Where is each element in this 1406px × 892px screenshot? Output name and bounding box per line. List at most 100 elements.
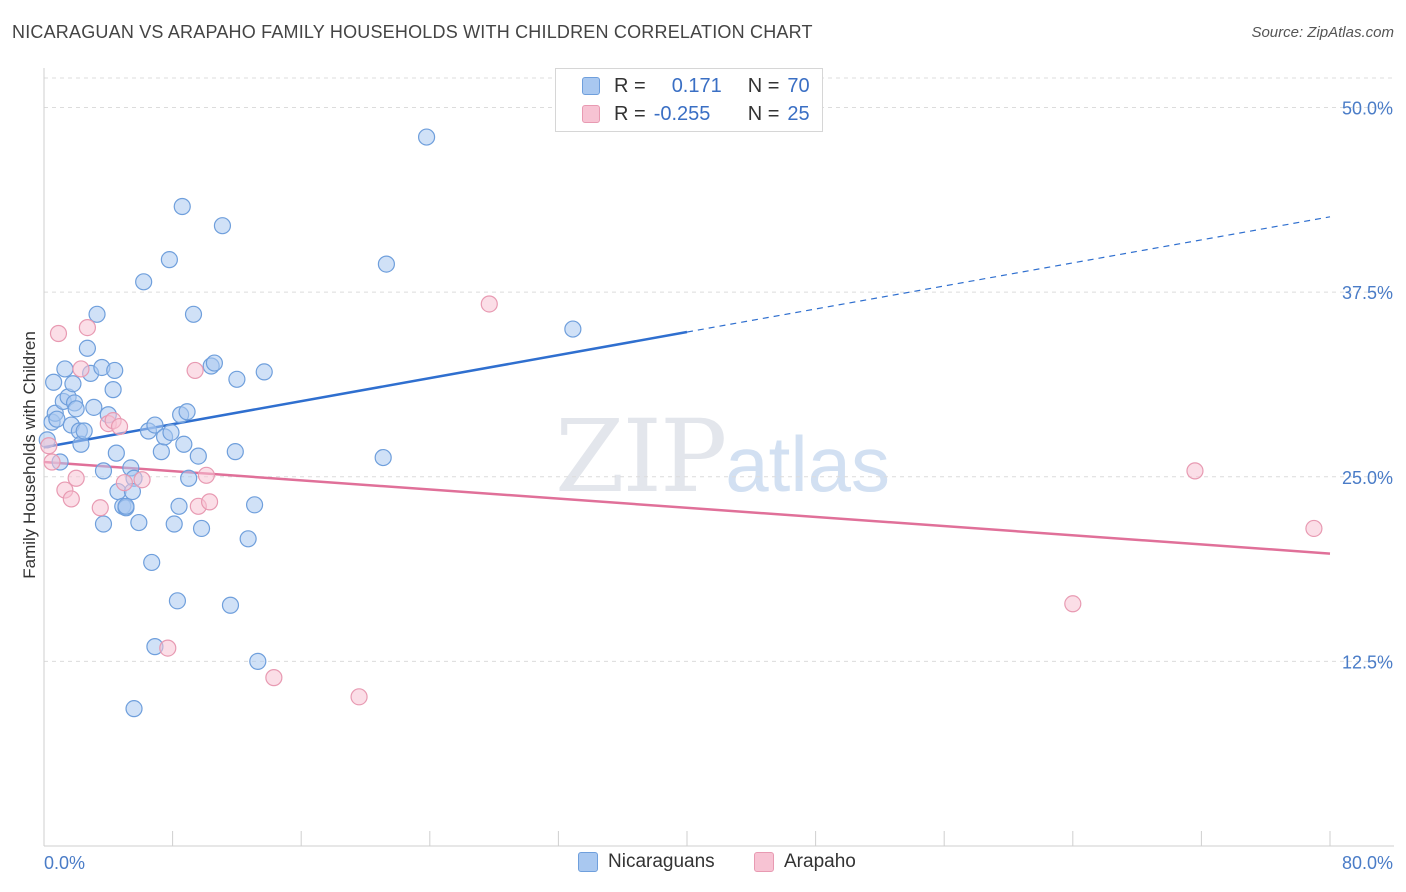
nicaraguans-legend-swatch <box>578 852 598 872</box>
data-points <box>38 128 1323 718</box>
nicaraguan-point <box>78 339 97 357</box>
nicaraguan-point <box>106 361 124 380</box>
arapaho-point <box>78 319 97 337</box>
watermark-atlas: atlas <box>725 420 891 508</box>
nicaraguan-point <box>239 530 257 548</box>
x-tick-label-min: 0.0% <box>44 853 85 873</box>
r-label: R = <box>614 74 646 97</box>
nicaraguan-point <box>130 513 148 532</box>
r-value: 0.171 <box>671 74 722 97</box>
y-tick-label: 50.0% <box>1342 99 1393 119</box>
arapaho-point <box>159 639 177 657</box>
arapaho-trendline <box>43 460 1331 555</box>
stats-legend-row-arapaho: R = -0.255 N = 25 <box>582 101 810 127</box>
arapaho-point <box>265 669 283 687</box>
axes <box>43 68 1394 847</box>
n-value: 25 <box>787 102 810 125</box>
n-value: 70 <box>787 74 810 97</box>
nicaraguan-point <box>88 305 106 323</box>
arapaho-point <box>110 417 129 436</box>
nicaraguan-point <box>173 197 191 216</box>
y-tick-label: 12.5% <box>1342 652 1393 672</box>
arapaho-point <box>40 437 58 455</box>
arapaho-point <box>43 453 61 471</box>
arapaho-point <box>186 361 204 380</box>
arapaho-point <box>49 324 68 343</box>
arapaho-point <box>350 688 368 706</box>
nicaraguan-point <box>165 515 183 533</box>
legend-item-arapaho[interactable]: Arapaho <box>754 851 856 873</box>
arapaho-point <box>1064 595 1082 613</box>
arapaho-swatch <box>582 105 600 123</box>
nicaraguan-point <box>374 448 392 467</box>
nicaraguan-point <box>255 363 273 381</box>
nicaraguan-point <box>170 497 188 515</box>
nicaraguan-point <box>184 305 203 323</box>
nicaraguan-point <box>245 496 264 514</box>
nicaraguan-point <box>205 354 223 372</box>
nicaraguan-point <box>417 128 436 146</box>
tick-labels: 12.5% 25.0% 37.5% 50.0% 0.0% 80.0% <box>44 99 1393 873</box>
nicaraguan-point <box>168 592 187 610</box>
x-tick-label-max: 80.0% <box>1342 853 1393 873</box>
nicaraguan-point <box>162 423 180 442</box>
nicaraguan-point <box>125 700 143 718</box>
nicaraguan-point <box>180 469 198 487</box>
watermark-zip: ZIP <box>555 398 727 515</box>
legend-item-nicaraguans[interactable]: Nicaraguans <box>578 851 715 873</box>
arapaho-point <box>91 499 109 517</box>
nicaraguan-point <box>56 360 74 378</box>
nicaraguan-point <box>178 403 196 421</box>
stats-legend-row-nicaraguans: R = 0.171 N = 70 <box>582 73 810 99</box>
arapaho-point <box>62 490 80 508</box>
gridlines <box>44 77 1394 662</box>
nicaraguan-point <box>377 255 395 273</box>
arapaho-legend-swatch <box>754 852 774 872</box>
arapaho-point <box>115 474 133 492</box>
legend-label-nicaraguans: Nicaraguans <box>608 851 715 872</box>
nicaraguan-point <box>189 447 207 465</box>
nicaraguan-point <box>94 515 113 533</box>
arapaho-point <box>133 471 151 489</box>
nicaraguan-point <box>135 273 153 291</box>
legend-label-arapaho: Arapaho <box>784 851 856 872</box>
y-tick-label: 25.0% <box>1342 468 1393 488</box>
nicaraguan-point <box>221 596 240 614</box>
nicaraguan-point <box>104 381 122 399</box>
nicaraguan-point <box>64 375 82 393</box>
n-label: N = <box>747 102 780 125</box>
nicaraguan-point <box>226 443 244 461</box>
arapaho-point <box>480 295 498 313</box>
series-legend: Nicaraguans Arapaho <box>0 851 1406 879</box>
nicaraguan-point <box>85 398 103 416</box>
arapaho-point <box>200 493 219 511</box>
arapaho-point <box>72 360 90 378</box>
stats-legend: R = 0.171 N = 70 R = -0.255 N = 25 <box>555 68 823 132</box>
arapaho-point <box>1186 462 1204 480</box>
nicaraguans-swatch <box>582 77 600 95</box>
arapaho-point <box>1305 519 1323 538</box>
nicaraguan-point <box>160 251 178 269</box>
nicaraguan-point <box>175 435 193 453</box>
nicaraguan-point <box>192 519 211 538</box>
nicaraguan-point <box>152 443 170 461</box>
nicaraguan-point <box>45 373 63 391</box>
nicaraguan-point <box>75 422 93 440</box>
arapaho-point <box>197 466 215 484</box>
r-value: -0.255 <box>653 102 711 125</box>
y-tick-label: 37.5% <box>1342 283 1393 303</box>
n-label: N = <box>747 74 780 97</box>
nicaraguan-point <box>117 497 135 515</box>
chart-title: NICARAGUAN VS ARAPAHO FAMILY HOUSEHOLDS … <box>12 22 813 42</box>
nicaraguan-point <box>67 400 85 418</box>
nicaraguan-point <box>143 553 161 572</box>
nicaraguan-point <box>564 320 582 338</box>
nicaraguan-point <box>107 444 125 462</box>
nicaraguan-point <box>228 370 246 388</box>
nicaraguan-trendline-extension <box>686 216 1331 333</box>
source-label: Source: ZipAtlas.com <box>1251 24 1394 41</box>
r-label: R = <box>614 102 646 125</box>
nicaraguan-point <box>48 410 66 428</box>
nicaraguan-point <box>249 652 267 670</box>
